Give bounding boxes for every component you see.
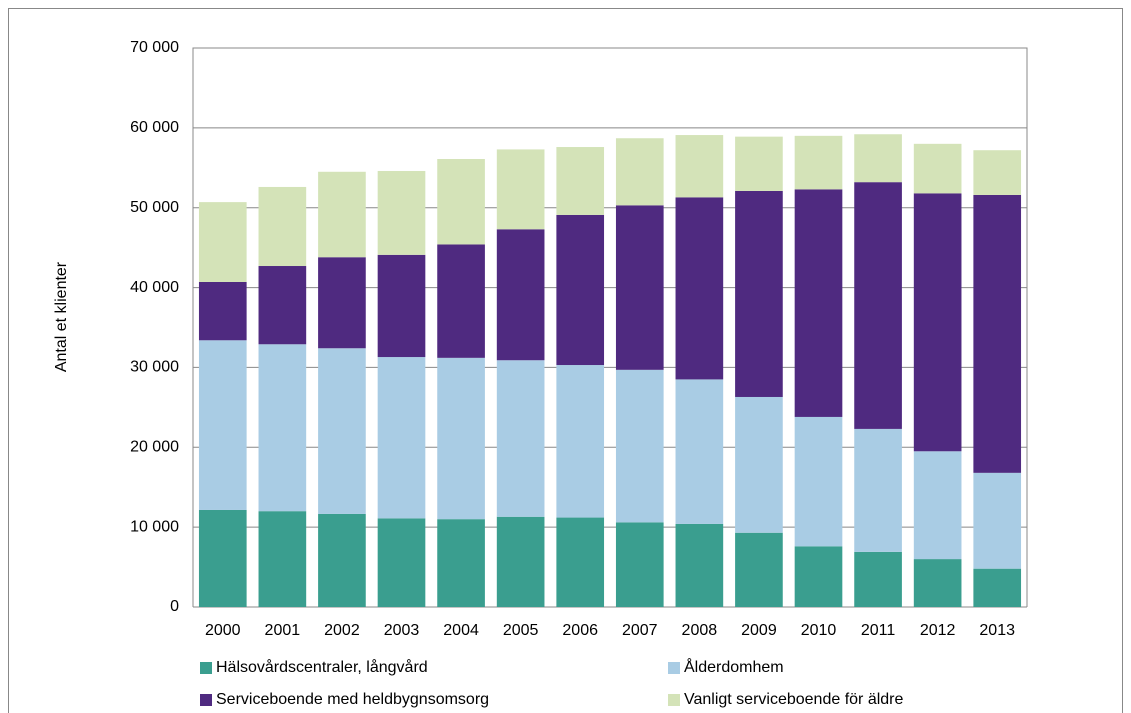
x-tick-label: 2003 <box>384 622 420 639</box>
bar-segment <box>973 194 1022 473</box>
bar-segment <box>437 357 485 520</box>
bar-segment <box>258 344 307 512</box>
bar-segment <box>496 516 545 607</box>
bar-segment <box>794 189 843 417</box>
bar-segment <box>735 136 783 191</box>
y-tick-label: 70 000 <box>130 39 179 56</box>
bar-segment <box>437 159 485 245</box>
x-tick-label: 2013 <box>979 622 1015 639</box>
bar-segment <box>437 244 485 358</box>
bar-segment <box>556 214 605 366</box>
bar-segment <box>973 568 1022 607</box>
y-tick-label: 30 000 <box>130 359 179 376</box>
bar-segment <box>377 357 426 519</box>
bar-segment <box>198 202 247 282</box>
chart-frame <box>8 8 1123 713</box>
y-tick-label: 40 000 <box>130 279 179 296</box>
bar-segment <box>854 134 902 183</box>
x-tick-label: 2008 <box>682 622 718 639</box>
bar-segment <box>496 229 545 361</box>
bar-segment <box>675 379 724 524</box>
x-tick-label: 2006 <box>562 622 598 639</box>
bar-segment <box>318 348 366 514</box>
bar-segment <box>735 190 783 397</box>
bar-segment <box>258 511 307 607</box>
y-tick-label: 10 000 <box>130 518 179 535</box>
bar-segment <box>794 546 843 607</box>
bar-segment <box>377 254 426 358</box>
bar-segment <box>496 149 545 230</box>
bar-segment <box>496 360 545 517</box>
y-tick-label: 50 000 <box>130 199 179 216</box>
bar-segment <box>913 451 962 560</box>
bar-segment <box>556 147 605 215</box>
bar-segment <box>556 517 605 607</box>
legend-swatch <box>200 694 212 706</box>
bar-segment <box>675 197 724 380</box>
bar-segment <box>258 266 307 345</box>
bar-segment <box>794 416 843 547</box>
x-tick-label: 2000 <box>205 622 241 639</box>
x-tick-label: 2005 <box>503 622 539 639</box>
legend-label: Vanligt serviceboende för äldre <box>684 691 903 708</box>
legend-swatch <box>200 662 212 674</box>
bar-segment <box>973 472 1022 569</box>
bar-segment <box>377 170 426 255</box>
bar-segment <box>675 135 724 198</box>
y-tick-label: 0 <box>170 598 179 615</box>
bar-segment <box>258 186 307 267</box>
bar-segment <box>377 518 426 607</box>
plot-border <box>192 47 1028 607</box>
bar-segment <box>913 143 962 194</box>
bar-segment <box>913 193 962 452</box>
bar-segment <box>198 340 247 510</box>
bar-segment <box>854 182 902 429</box>
bar-segment <box>854 551 902 607</box>
legend-swatch <box>668 694 680 706</box>
bar-segment <box>854 428 902 552</box>
y-axis-label: Antal et klienter <box>53 261 70 372</box>
bar-segment <box>615 138 664 206</box>
y-tick-label: 60 000 <box>130 119 179 136</box>
bar-segment <box>318 513 366 607</box>
bar-segment <box>437 519 485 607</box>
x-tick-label: 2002 <box>324 622 360 639</box>
legend-label: Ålderdomhem <box>684 657 784 676</box>
bar-segment <box>318 257 366 349</box>
bar-segment <box>615 369 664 523</box>
bar-segment <box>318 171 366 258</box>
bar-segment <box>556 365 605 518</box>
x-tick-label: 2007 <box>622 622 658 639</box>
bar-segment <box>675 523 724 607</box>
x-tick-label: 2012 <box>920 622 956 639</box>
legend-swatch <box>668 662 680 674</box>
legend-label: Hälsovårdscentraler, långvård <box>216 658 428 676</box>
bar-segment <box>735 396 783 533</box>
legend-label: Serviceboende med heldbygnsomsorg <box>216 691 489 708</box>
x-tick-label: 2010 <box>801 622 837 639</box>
bar-segment <box>973 150 1022 195</box>
bar-segment <box>615 205 664 370</box>
bar-segment <box>198 281 247 341</box>
bar-segment <box>198 509 247 607</box>
y-tick-label: 20 000 <box>130 439 179 456</box>
bar-segment <box>735 532 783 607</box>
bar-segment <box>794 135 843 190</box>
x-tick-label: 2004 <box>443 622 479 639</box>
bar-segment <box>615 522 664 607</box>
x-tick-label: 2011 <box>861 622 896 639</box>
x-tick-label: 2009 <box>741 622 777 639</box>
bar-segment <box>913 559 962 607</box>
x-tick-label: 2001 <box>265 622 301 639</box>
